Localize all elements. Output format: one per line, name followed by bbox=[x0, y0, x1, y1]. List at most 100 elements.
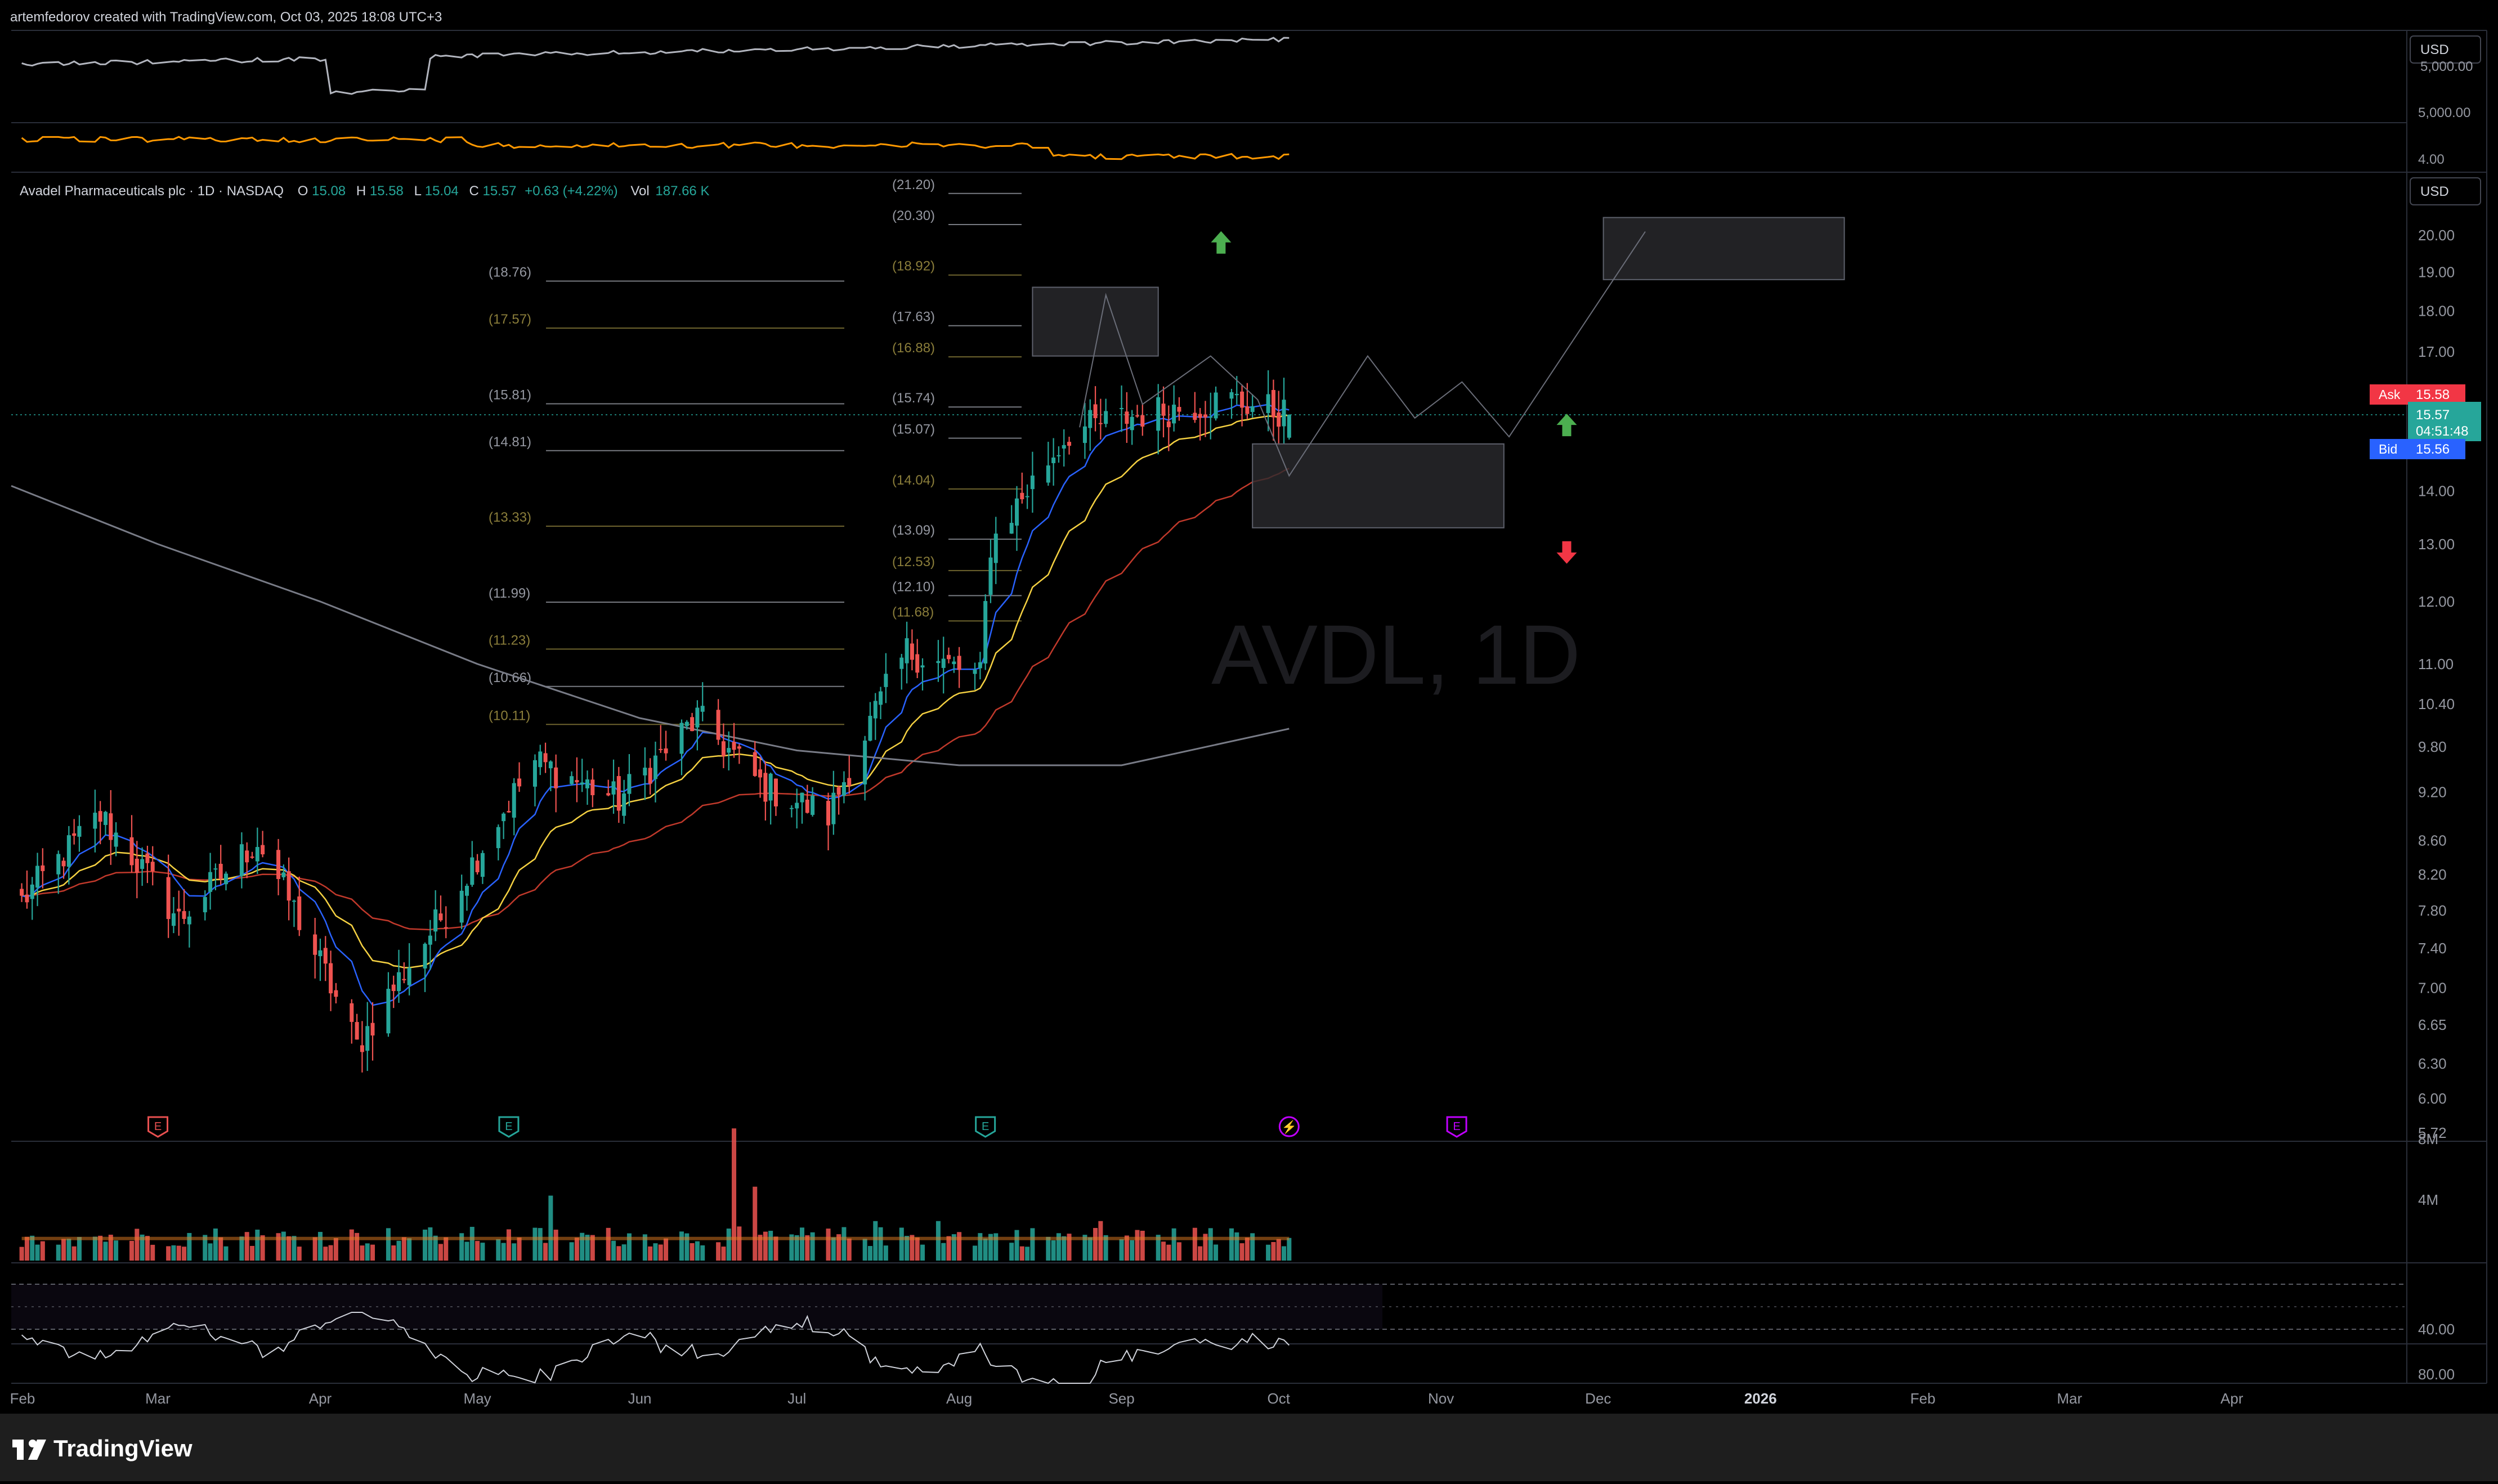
time-axis-label: Jun bbox=[628, 1390, 652, 1407]
volume-bar bbox=[129, 1240, 135, 1261]
time-axis-label: Jul bbox=[787, 1390, 806, 1407]
time-axis-label: Sep bbox=[1108, 1390, 1134, 1407]
candle-body bbox=[223, 873, 228, 885]
candle-body bbox=[973, 669, 977, 674]
candle-body bbox=[1098, 423, 1103, 424]
volume-bar bbox=[973, 1245, 978, 1261]
volume-bar bbox=[983, 1238, 988, 1261]
footer-bar bbox=[0, 1414, 2498, 1481]
fib-left-label: (17.57) bbox=[489, 312, 531, 327]
candle-body bbox=[1056, 455, 1061, 456]
candle-body bbox=[465, 886, 469, 896]
volume-bar bbox=[140, 1234, 145, 1261]
volume-bar bbox=[297, 1247, 302, 1261]
price-currency-button[interactable]: USD bbox=[2410, 177, 2481, 205]
candle-body bbox=[140, 859, 145, 869]
candle-body bbox=[768, 773, 773, 801]
candle-body bbox=[1287, 415, 1291, 438]
candle-body bbox=[98, 811, 102, 822]
volume-bar bbox=[24, 1236, 29, 1261]
volume-bar bbox=[92, 1236, 97, 1261]
candle-body bbox=[915, 654, 920, 673]
candle-body bbox=[905, 638, 909, 663]
top-currency-button[interactable]: USD bbox=[2410, 35, 2481, 64]
fib-right-label: (20.30) bbox=[892, 208, 935, 223]
volume-bar bbox=[1282, 1246, 1287, 1261]
volume-bar bbox=[203, 1235, 208, 1261]
volume-pane bbox=[19, 1128, 1292, 1261]
volume-bar bbox=[1266, 1244, 1271, 1261]
fib-left-label: (11.99) bbox=[489, 586, 530, 601]
fib-right-label: (15.74) bbox=[892, 391, 935, 406]
volume-bar bbox=[883, 1245, 888, 1261]
volume-bar bbox=[1051, 1240, 1056, 1261]
fib-right-label: (12.10) bbox=[892, 579, 935, 594]
candle-body bbox=[611, 781, 616, 795]
candle-body bbox=[470, 857, 474, 885]
event-markers[interactable]: E E E ⚡ E bbox=[147, 1116, 1467, 1138]
volume-bar bbox=[1030, 1228, 1035, 1261]
candle-body bbox=[496, 827, 500, 849]
attribution-text: artemfedorov created with TradingView.co… bbox=[10, 10, 442, 25]
price-axis-label: 8.60 bbox=[2418, 832, 2447, 849]
bar-countdown: 04:51:48 bbox=[2416, 424, 2468, 439]
price-currency-box bbox=[2410, 177, 2481, 205]
volume-bar bbox=[355, 1232, 360, 1261]
candle-body bbox=[286, 871, 291, 901]
legend-h-label: H bbox=[356, 183, 366, 199]
bid-tag-value: 15.56 bbox=[2416, 442, 2450, 457]
volume-bar bbox=[732, 1128, 737, 1261]
fibonacci-levels[interactable]: (18.76) (17.57) (15.81) (14.81) (13.33) (11.9… bbox=[489, 177, 1022, 725]
tradingview-logo-icon bbox=[12, 1440, 46, 1460]
candle-body bbox=[1161, 403, 1166, 416]
tradingview-logo[interactable]: TradingView bbox=[12, 1435, 193, 1461]
volume-bar bbox=[464, 1241, 469, 1261]
candle-body bbox=[507, 811, 511, 813]
candle-body bbox=[1030, 476, 1035, 490]
volume-bar bbox=[716, 1242, 721, 1261]
volume-bar bbox=[1124, 1235, 1129, 1261]
candle-body bbox=[753, 752, 757, 776]
volume-bar bbox=[773, 1236, 778, 1261]
volume-bar bbox=[679, 1231, 684, 1261]
volume-bar bbox=[255, 1230, 260, 1261]
arrow-up-icon bbox=[1556, 414, 1577, 437]
volume-bar bbox=[1062, 1236, 1067, 1261]
candle-body bbox=[811, 795, 815, 815]
volume-bar bbox=[35, 1244, 40, 1261]
earnings-event-icon bbox=[498, 1116, 520, 1138]
volume-bar bbox=[444, 1237, 449, 1261]
volume-bar bbox=[1161, 1241, 1166, 1261]
volume-bar bbox=[1103, 1235, 1108, 1261]
user-drawings[interactable] bbox=[1032, 217, 1845, 564]
candle-body bbox=[66, 835, 71, 867]
fib-right-label: (18.92) bbox=[892, 259, 935, 274]
bid-tag-label: Bid bbox=[2379, 442, 2397, 456]
dividend-event-icon bbox=[1278, 1116, 1300, 1137]
time-axis-label: May bbox=[464, 1390, 491, 1407]
time-axis-label: Dec bbox=[1585, 1390, 1611, 1407]
price-axis-label: 13.00 bbox=[2418, 536, 2455, 553]
candle-body bbox=[941, 658, 946, 668]
volume-bar bbox=[114, 1240, 119, 1261]
candle-body bbox=[428, 935, 432, 945]
volume-bar bbox=[1171, 1228, 1176, 1261]
volume-bar bbox=[993, 1233, 999, 1261]
ohlc-legend[interactable]: Avadel Pharmaceuticals plc · 1D · NASDAQ… bbox=[20, 183, 709, 199]
volume-bar bbox=[684, 1233, 690, 1261]
fib-left-label: (18.76) bbox=[489, 265, 531, 280]
earnings-event-glyph: E bbox=[982, 1120, 989, 1133]
candle-body bbox=[41, 865, 45, 871]
candle-body bbox=[978, 662, 982, 669]
candle-body bbox=[177, 908, 181, 912]
candle-body bbox=[1271, 389, 1275, 418]
candle-body bbox=[1166, 421, 1171, 428]
legend-vol-label: Vol bbox=[630, 183, 649, 199]
volume-bar bbox=[538, 1228, 543, 1261]
rsi-pane bbox=[11, 1284, 2407, 1384]
volume-bar bbox=[480, 1243, 485, 1261]
volume-bar bbox=[616, 1246, 621, 1261]
volume-bar bbox=[323, 1247, 328, 1261]
